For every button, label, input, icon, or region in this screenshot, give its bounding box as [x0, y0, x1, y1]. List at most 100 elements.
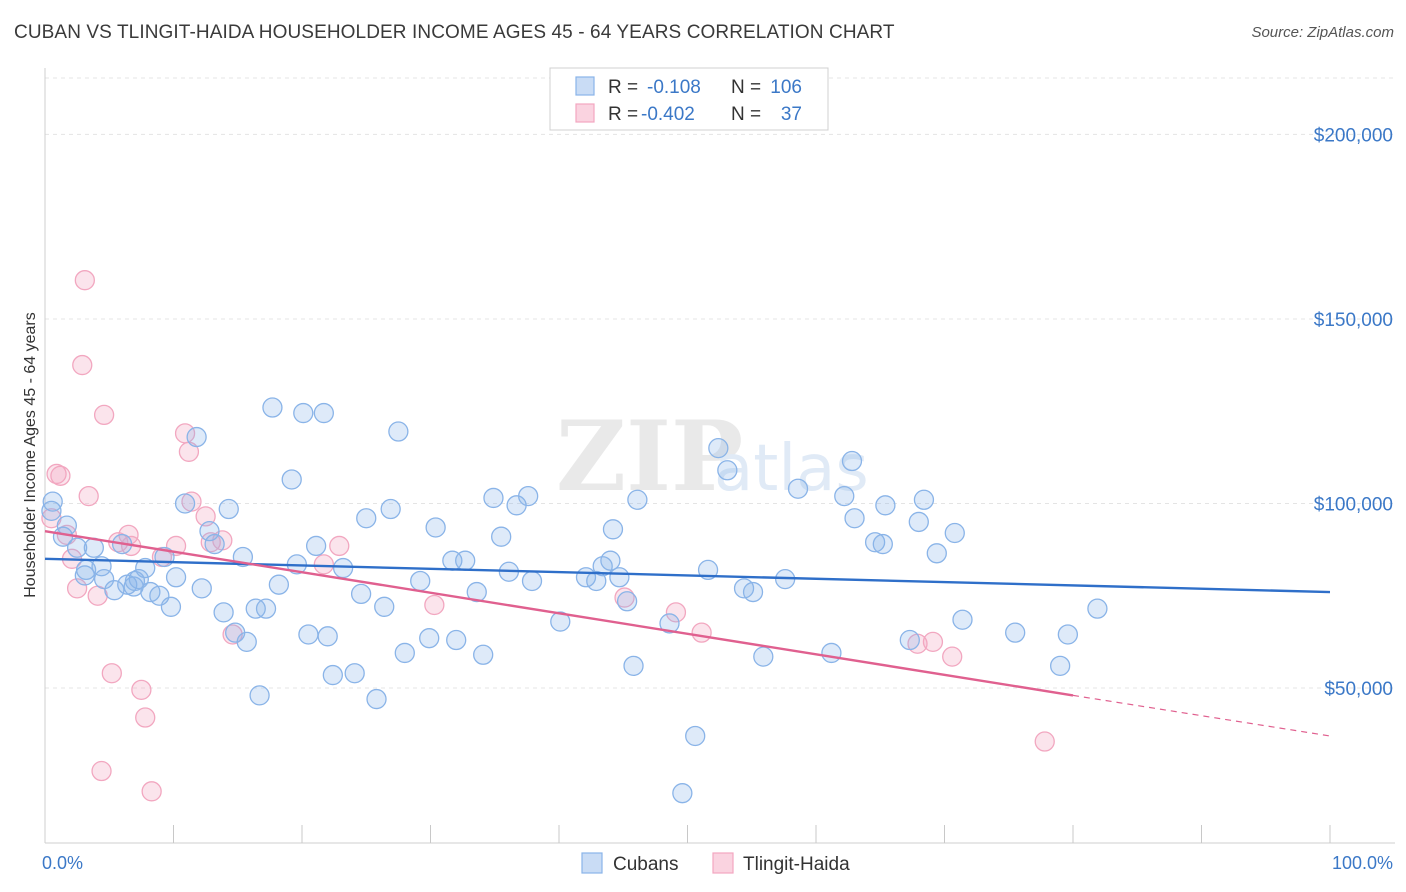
cubans-point — [899, 629, 920, 651]
cubans-point — [186, 426, 207, 448]
tlingit-haida-point — [66, 578, 88, 599]
cubans-point — [864, 532, 886, 553]
tlingit-haida-point — [50, 465, 71, 486]
cubans-point — [281, 469, 302, 490]
watermark: ZIP atlas — [556, 400, 869, 513]
cubans-point — [298, 624, 319, 645]
cubans-point — [236, 631, 257, 653]
cubans-point — [1050, 655, 1071, 677]
cubans-point — [521, 570, 543, 592]
cubans-point — [165, 567, 187, 588]
source-label: Source: ZipAtlas.com — [1251, 24, 1394, 41]
cubans-point — [623, 655, 644, 677]
tlingit-haida-point — [614, 587, 635, 608]
tlingit-haida-point — [91, 760, 112, 782]
tlingit-haida-point — [665, 602, 687, 623]
cubans-point — [627, 489, 648, 510]
cubans-point — [872, 533, 893, 555]
cubans-point — [753, 646, 774, 667]
tlingit-haida-point — [1034, 731, 1055, 752]
tlingit-haida-point — [313, 554, 334, 575]
cubans-point — [56, 515, 77, 536]
cubans-point — [75, 559, 97, 581]
y-tick-label: $200,000 — [1314, 125, 1393, 146]
legend-n-value-1: 106 — [770, 77, 802, 98]
watermark-atlas: atlas — [714, 432, 869, 506]
stats-legend-box — [549, 67, 829, 131]
series-legend: Cubans Tlingit-Haida — [581, 852, 850, 875]
tlingit-haida-point — [942, 646, 963, 667]
series-legend-label-cubans[interactable]: Cubans — [613, 854, 679, 875]
cubans-point — [174, 493, 196, 514]
cubans-point — [1057, 624, 1079, 645]
cubans-point — [374, 596, 395, 617]
series-legend-swatch-tlingit[interactable] — [712, 852, 734, 874]
cubans-point — [926, 543, 947, 564]
cubans-point — [366, 688, 387, 710]
cubans-point — [322, 664, 343, 686]
legend-r-value-2: -0.402 — [641, 104, 695, 125]
cubans-point — [268, 574, 290, 595]
cubans-point — [218, 498, 239, 520]
legend-n-label-2: N = — [731, 104, 761, 125]
cubans-point — [602, 519, 624, 540]
cubans-point — [93, 568, 115, 590]
tlingit-haida-trend-extension — [1072, 694, 1331, 737]
cubans-point — [908, 511, 929, 533]
tlingit-haida-point — [424, 594, 445, 616]
tlingit-haida-point — [329, 535, 350, 557]
trend-lines — [44, 529, 1331, 737]
cubans-point — [787, 478, 809, 499]
cubans-point — [609, 567, 630, 588]
cubans-point — [160, 596, 182, 617]
y-tick-labels: $50,000 $100,000 $150,000 $200,000 — [1314, 125, 1393, 700]
legend-r-label-1: R = — [608, 77, 638, 98]
cubans-point — [455, 550, 476, 571]
cubans-point — [313, 402, 334, 424]
tlingit-haida-point — [74, 270, 95, 291]
stats-legend: R = -0.108 N = 106 R = -0.402 N = 37 — [549, 67, 829, 131]
cubans-point — [473, 644, 494, 665]
y-tick-label: $50,000 — [1324, 679, 1393, 700]
cubans-point — [685, 725, 706, 747]
cubans-point — [104, 580, 125, 601]
tlingit-haida-trend-line — [44, 529, 1074, 697]
cubans-point — [841, 450, 863, 472]
cubans-point — [332, 557, 354, 579]
cubans-point — [875, 495, 896, 516]
data-points — [41, 270, 1108, 804]
cubans-point — [191, 578, 212, 599]
tlingit-haida-point — [78, 485, 99, 507]
cubans-point — [425, 517, 446, 538]
x-tick-label-max: 100.0% — [1332, 853, 1393, 873]
cubans-point — [550, 611, 571, 632]
cubans-point — [491, 526, 512, 547]
cubans-point — [204, 533, 225, 555]
cubans-point — [586, 570, 607, 592]
cubans-point — [124, 570, 146, 592]
legend-n-value-2: 37 — [781, 104, 802, 125]
legend-swatch-cubans — [575, 76, 595, 96]
cubans-point — [305, 535, 327, 557]
cubans-point — [42, 491, 63, 512]
legend-swatch-tlingit — [575, 103, 595, 123]
cubans-point — [518, 485, 539, 507]
series-legend-label-tlingit[interactable]: Tlingit-Haida — [743, 854, 850, 875]
tlingit-haida-point — [72, 354, 93, 376]
cubans-point — [944, 522, 965, 544]
cubans-point — [483, 487, 504, 509]
legend-r-label-2: R = — [608, 104, 638, 125]
cubans-point — [672, 783, 693, 804]
cubans-point — [293, 402, 314, 424]
cubans-point — [356, 508, 377, 529]
cubans-point — [394, 642, 415, 664]
cubans-point — [388, 421, 409, 442]
tlingit-haida-point — [141, 781, 162, 802]
tlingit-haida-point — [691, 622, 712, 643]
cubans-point — [350, 583, 372, 605]
cubans-point — [834, 485, 855, 507]
tlingit-haida-point — [135, 707, 156, 728]
series-legend-swatch-cubans[interactable] — [581, 852, 603, 874]
cubans-point — [616, 591, 638, 612]
watermark-zip: ZIP — [556, 400, 743, 513]
